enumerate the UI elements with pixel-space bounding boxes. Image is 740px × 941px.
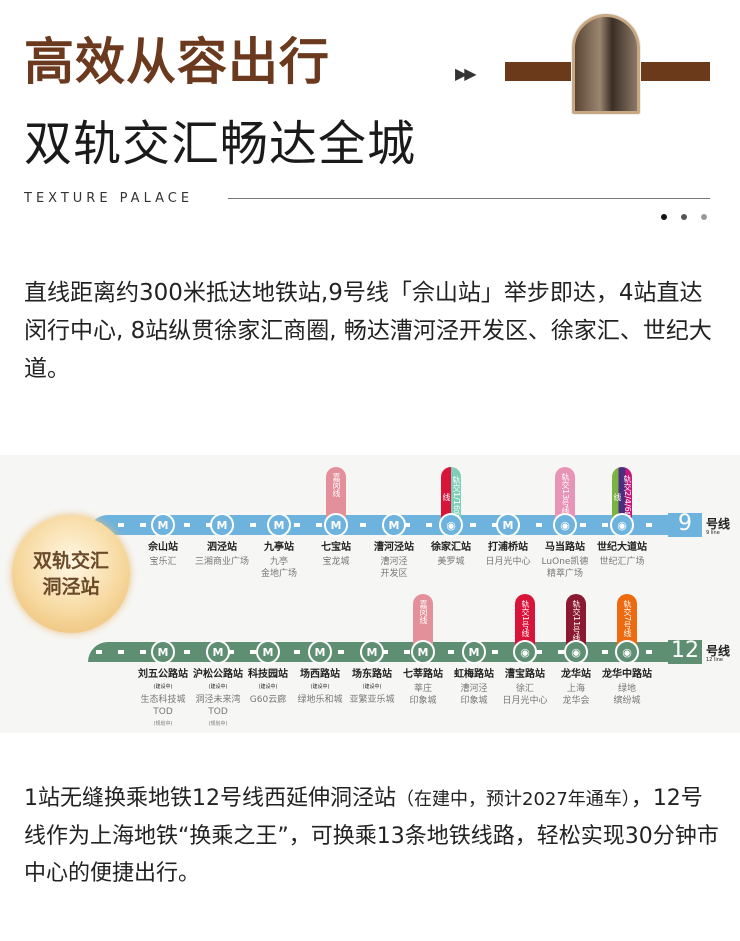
station-landmark: 漕河泾 印象城 (460, 684, 488, 706)
divider (228, 198, 710, 199)
metro-logo-icon: M (308, 640, 332, 664)
station-landmark: 上海 龙华会 (562, 684, 590, 706)
line9-sub: 9 line (706, 530, 720, 536)
station-landmark: 宝龙城 (322, 557, 350, 567)
station-name: 马当路站 (545, 542, 585, 553)
interchange-icon: ◉ (564, 640, 588, 664)
station-name: 打浦桥站 (488, 542, 528, 553)
station-name: 漕宝路站 (505, 669, 545, 680)
station-landmark: 漕河泾 开发区 (380, 557, 408, 579)
metro-logo-icon: M (210, 513, 234, 537)
page-subtitle: 双轨交汇畅达全城 (24, 116, 417, 172)
station-name: 场东路站 (352, 669, 392, 680)
transfer-pill: 轨交7号线 (617, 594, 637, 648)
badge-line2: 洞泾站 (42, 576, 100, 598)
station-landmark: 世纪汇广场 (599, 557, 645, 567)
station-landmark: 日月光中心 (485, 557, 531, 567)
station-note: (建设中) (258, 684, 278, 690)
double-arrow-icon: ▶▶ (455, 64, 477, 83)
station-landmark: 宝乐汇 (149, 557, 177, 567)
metro-logo-icon: M (496, 513, 520, 537)
station-landmark: G60云廊 (249, 695, 287, 705)
outro-main: 1站无缝换乘地铁12号线西延伸洞泾站 (24, 786, 396, 811)
page-title: 高效从容出行 (24, 32, 330, 91)
interchange-icon: ◉ (513, 640, 537, 664)
metro-logo-icon: M (256, 640, 280, 664)
brand-text: TEXTURE PALACE (24, 191, 194, 206)
station-note: (建设中) (362, 684, 382, 690)
station-landmark: 九亭 金地广场 (260, 557, 297, 579)
station-name: 沪松公路站 (193, 669, 243, 680)
transfer-pill: 嘉闵线 (413, 594, 433, 648)
transfer-pill: 嘉闵线 (326, 467, 346, 521)
station-name: 七莘路站 (403, 669, 443, 680)
transfer-pill: 轨交11号线 (566, 594, 586, 648)
outro-note: （在建中，预计2027年通车） (396, 789, 631, 810)
station-name: 佘山站 (148, 542, 178, 553)
interchange-icon: ◉ (553, 513, 577, 537)
station-landmark: 徐汇 日月光中心 (502, 684, 548, 706)
outro-rest: ，12号线作为上海地铁“换乘之王”，可换乘13条地铁线路，轻松实现30分钟市中心… (24, 786, 719, 886)
page-dot[interactable] (681, 214, 687, 220)
station-note: (建设中) (310, 684, 330, 690)
outro-text: 1站无缝换乘地铁12号线西延伸洞泾站（在建中，预计2027年通车），12号线作为… (24, 780, 719, 892)
station-landmark: 洞泾未来湾 TOD (195, 695, 241, 717)
station-landmark: 绿地乐和城 (297, 695, 343, 705)
line12-sub: 12 line (706, 657, 723, 663)
station-note: (建设中) (208, 684, 228, 690)
badge-line1: 双轨交汇 (32, 550, 109, 572)
metro-logo-icon: M (360, 640, 384, 664)
station-name: 九亭站 (264, 542, 294, 553)
station-name: 龙华站 (561, 669, 591, 680)
station-landmark: 三湘商业广场 (194, 557, 249, 567)
intro-text: 直线距离约300米抵达地铁站,9号线「佘山站」举步即达，4站直达闵行中心, 8站… (24, 280, 712, 382)
station-landmark: 绿地 缤纷城 (613, 684, 641, 706)
landmark-note: (规划中) (208, 721, 228, 727)
station-name: 虹梅路站 (454, 669, 494, 680)
station-landmark: LuOne凯德 精萃广场 (541, 557, 589, 579)
line9-label: 号线 (706, 517, 731, 531)
line9-track (88, 515, 668, 535)
metro-logo-icon: M (206, 640, 230, 664)
station-name: 世纪大道站 (597, 542, 647, 553)
station-name: 场西路站 (300, 669, 340, 680)
station-landmark: 美罗城 (437, 557, 465, 567)
line12-number: 12 (668, 640, 702, 664)
metro-logo-icon: M (462, 640, 486, 664)
station-landmark: 莘庄 印象城 (409, 684, 437, 706)
station-landmark: 生态科技城 TOD (140, 695, 186, 717)
landmark-note: (规划中) (153, 721, 173, 727)
transfer-pill: 轨交1/16号线 (441, 467, 461, 521)
station-name: 泗泾站 (207, 542, 237, 553)
metro-logo-icon: M (411, 640, 435, 664)
station-note: (建设中) (153, 684, 173, 690)
metro-logo-icon: M (151, 640, 175, 664)
metro-logo-icon: M (324, 513, 348, 537)
metro-logo-icon: M (151, 513, 175, 537)
metro-logo-icon: M (382, 513, 406, 537)
station-name: 徐家汇站 (431, 542, 471, 553)
page-dot[interactable] (701, 214, 707, 220)
arch-photo (572, 14, 640, 114)
station-name: 龙华中路站 (602, 669, 652, 680)
page-dot[interactable] (661, 214, 667, 220)
interchange-icon: ◉ (610, 513, 634, 537)
station-name: 漕河泾站 (374, 542, 414, 553)
line12-label: 号线 (706, 644, 731, 658)
station-name: 七宝站 (321, 542, 351, 553)
interchange-icon: ◉ (615, 640, 639, 664)
station-name: 科技园站 (248, 669, 288, 680)
transfer-pill: 轨交13号线 (555, 467, 575, 521)
line9-number: 9 (668, 513, 702, 537)
station-name: 刘五公路站 (138, 669, 188, 680)
station-landmark: 亚繁亚乐城 (349, 695, 395, 705)
interchange-icon: ◉ (439, 513, 463, 537)
metro-logo-icon: M (267, 513, 291, 537)
transfer-pill: 轨交1号线 (515, 594, 535, 648)
interchange-badge: 双轨交汇 洞泾站 (12, 515, 130, 633)
transfer-pill: 轨交2/4/6号线 (612, 467, 632, 521)
